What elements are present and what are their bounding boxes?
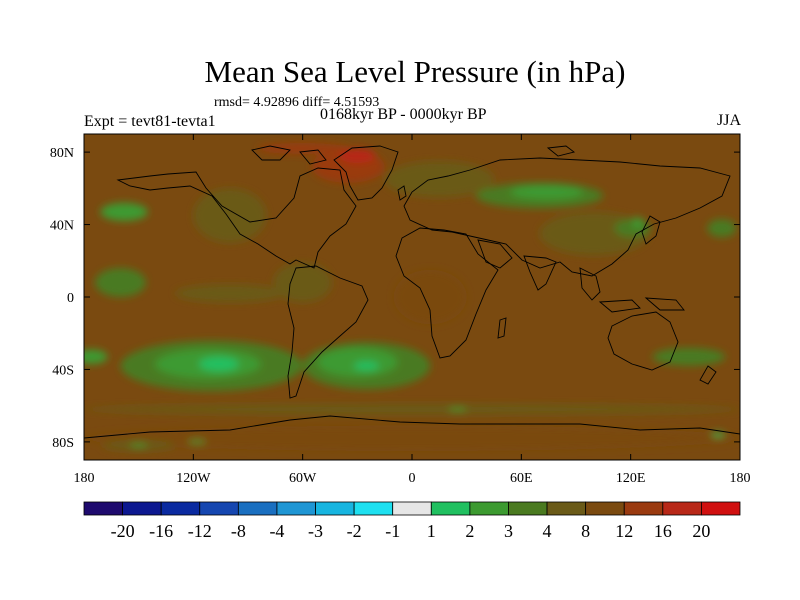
rmsd-diff-stats: rmsd= 4.92896 diff= 4.51593 xyxy=(214,95,380,110)
pressure-anomaly-region xyxy=(715,433,721,437)
coast-australia xyxy=(607,311,679,371)
pressure-anomaly-region xyxy=(393,269,467,325)
pressure-anomaly-region xyxy=(448,407,467,412)
pressure-anomaly-region xyxy=(317,347,398,377)
chart-title: Mean Sea Level Pressure (in hPa) xyxy=(204,54,626,89)
pressure-anomaly-region xyxy=(94,268,146,297)
colorbar-label: 1 xyxy=(427,521,436,541)
colorbar-swatch xyxy=(276,501,316,516)
coast-new-zealand xyxy=(699,365,717,385)
x-tick-label: 120W xyxy=(176,471,211,486)
x-tick-label: 0 xyxy=(409,471,416,486)
colorbar-label: 12 xyxy=(615,521,633,541)
time-period: 0168kyr BP - 0000kyr BP xyxy=(320,106,487,123)
pressure-anomaly-region xyxy=(652,347,726,366)
pressure-field xyxy=(84,134,740,460)
pressure-anomaly-region xyxy=(257,143,349,154)
coast-south-america xyxy=(287,265,369,399)
coastlines xyxy=(84,145,740,439)
colorbar-label: -20 xyxy=(111,521,135,541)
colorbar-label: 16 xyxy=(654,521,672,541)
coast-north-america xyxy=(116,167,357,269)
coast-eurasia xyxy=(403,157,731,277)
x-tick-label: 180 xyxy=(730,471,751,486)
pressure-anomaly-region xyxy=(273,262,332,303)
coast-madagascar xyxy=(497,317,507,339)
pressure-anomaly-region xyxy=(100,202,148,221)
colorbar-swatch xyxy=(237,501,278,516)
colorbar-swatch xyxy=(199,501,239,516)
coast-antarctica xyxy=(84,415,740,439)
coast-arabia xyxy=(477,239,513,269)
coast-uk xyxy=(397,185,407,201)
season-label: JJA xyxy=(716,112,741,129)
coast-se-asia xyxy=(579,267,685,313)
colorbar-label: 8 xyxy=(581,521,590,541)
pressure-anomaly-region xyxy=(175,284,285,303)
colorbar-swatch xyxy=(546,501,587,516)
colorbar-label: -16 xyxy=(149,521,173,541)
x-tick-label: 120E xyxy=(616,471,646,486)
pressure-anomaly-region xyxy=(84,425,740,451)
colorbar-swatch xyxy=(353,501,394,516)
colorbar-label: -3 xyxy=(308,521,323,541)
colorbar-swatch xyxy=(508,501,548,516)
x-tick-label: 180 xyxy=(74,471,95,486)
colorbar-swatch xyxy=(701,501,741,516)
colorbar-label: -1 xyxy=(385,521,400,541)
colorbar-swatch xyxy=(83,501,123,516)
coast-africa xyxy=(395,227,499,359)
colorbar: -20 -16 -12 -8 -4 -3 -2 -1 1 2 3 4 8 12 16 20 xyxy=(83,501,741,541)
colorbar-label: -12 xyxy=(188,521,212,541)
pressure-anomaly-region xyxy=(84,403,740,415)
pressure-anomaly-region xyxy=(614,219,651,238)
colorbar-label: -2 xyxy=(347,521,362,541)
pressure-anomaly-region xyxy=(193,188,267,243)
pressure-anomaly-region xyxy=(187,440,207,444)
coast-japan xyxy=(641,215,661,245)
colorbar-swatch xyxy=(469,501,509,516)
x-axis: 180 120W 60W 0 60E 120E 180 xyxy=(74,134,751,486)
pressure-anomaly-region xyxy=(707,219,737,238)
pressure-anomaly-region xyxy=(198,356,239,372)
pressure-anomaly-region xyxy=(339,148,376,163)
colorbar-label: 4 xyxy=(543,521,552,541)
colorbar-swatch xyxy=(122,501,162,516)
y-tick-label: 80S xyxy=(52,436,74,451)
colorbar-label: 2 xyxy=(465,521,474,541)
pressure-anomaly-region xyxy=(384,161,495,198)
pressure-anomaly-region xyxy=(632,217,644,229)
pressure-anomaly-region xyxy=(84,349,108,365)
colorbar-swatch xyxy=(160,501,201,516)
coast-india xyxy=(523,255,557,291)
colorbar-swatch xyxy=(662,501,702,516)
experiment-label: Expt = tevt81-tevta1 xyxy=(84,113,216,130)
x-tick-label: 60E xyxy=(510,471,533,486)
colorbar-swatch xyxy=(430,501,471,516)
pressure-anomaly-region xyxy=(353,361,380,371)
colorbar-swatch xyxy=(585,501,625,516)
colorbar-swatch xyxy=(315,501,355,516)
y-tick-label: 40N xyxy=(50,219,74,234)
pressure-anomaly-region xyxy=(510,184,584,200)
colorbar-label: -8 xyxy=(231,521,246,541)
colorbar-label: 3 xyxy=(504,521,513,541)
y-axis: 80N 40N 0 40S 80S xyxy=(50,146,740,451)
y-tick-label: 0 xyxy=(67,291,74,306)
y-tick-label: 80N xyxy=(50,146,74,161)
coast-greenland xyxy=(333,145,399,201)
y-tick-label: 40S xyxy=(52,363,74,378)
x-tick-label: 60W xyxy=(289,471,317,486)
colorbar-swatch xyxy=(392,501,432,516)
colorbar-label: 20 xyxy=(692,521,710,541)
coast-arctic-islands xyxy=(251,145,576,165)
pressure-anomaly-region xyxy=(129,443,148,448)
colorbar-swatch xyxy=(623,501,664,516)
colorbar-label: -4 xyxy=(269,521,284,541)
